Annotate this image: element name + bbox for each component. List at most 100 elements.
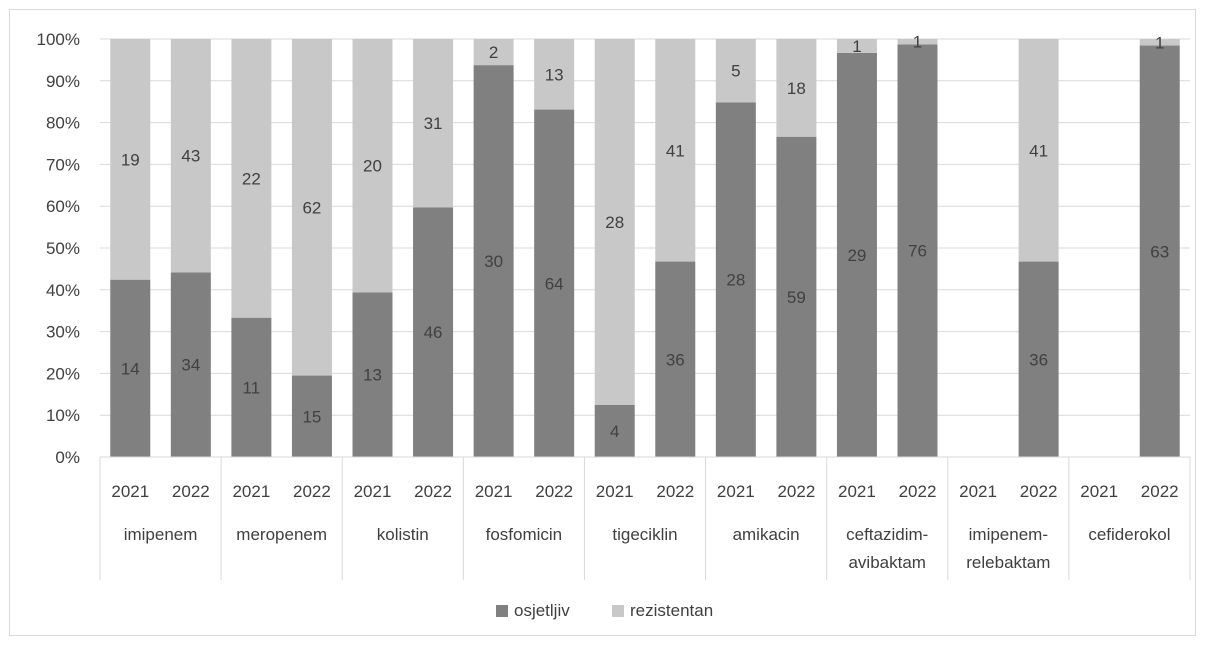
- bar-osjetljiv: [473, 65, 514, 457]
- x-group-label: ceftazidim-: [846, 525, 928, 544]
- data-label-osjetljiv: 64: [545, 274, 564, 293]
- bar-rezistentan: [594, 39, 635, 405]
- bar-rezistentan: [110, 39, 151, 280]
- x-group-label: tigeciklin: [612, 525, 677, 544]
- x-year-label: 2022: [656, 482, 694, 501]
- data-label-rezistentan: 13: [545, 65, 564, 84]
- x-year-label: 2022: [777, 482, 815, 501]
- data-label-osjetljiv: 63: [1150, 242, 1169, 261]
- data-label-osjetljiv: 14: [121, 359, 140, 378]
- data-label-osjetljiv: 11: [243, 378, 261, 397]
- bar-rezistentan: [473, 39, 514, 66]
- bar-osjetljiv: [776, 136, 817, 457]
- bar-rezistentan: [776, 39, 817, 137]
- x-year-label: 2022: [172, 482, 210, 501]
- bar-osjetljiv: [1018, 261, 1059, 457]
- x-year-label: 2021: [1080, 482, 1118, 501]
- x-group-label: fosfomicin: [486, 525, 563, 544]
- bar-osjetljiv: [655, 261, 696, 457]
- data-label-osjetljiv: 29: [847, 246, 866, 265]
- bar-osjetljiv: [836, 52, 877, 457]
- bar-osjetljiv: [352, 292, 393, 457]
- x-group-label: avibaktam: [848, 553, 925, 572]
- bar-rezistentan: [534, 39, 575, 110]
- bar-rezistentan: [231, 39, 272, 318]
- bar-rezistentan: [352, 39, 393, 293]
- x-year-label: 2022: [899, 482, 937, 501]
- data-label-osjetljiv: 36: [1029, 350, 1048, 369]
- data-label-osjetljiv: 30: [484, 252, 503, 271]
- data-label-osjetljiv: 13: [363, 366, 382, 385]
- x-year-label: 2022: [1141, 482, 1179, 501]
- bar-rezistentan: [1139, 39, 1180, 46]
- x-group-label: cefiderokol: [1088, 525, 1170, 544]
- data-label-rezistentan: 1: [1155, 33, 1164, 52]
- x-year-label: 2021: [354, 482, 392, 501]
- data-label-rezistentan: 1: [913, 33, 922, 52]
- chart-border: [9, 9, 1196, 636]
- data-label-rezistentan: 41: [1029, 141, 1048, 160]
- legend-swatch-rezistentan: [612, 605, 624, 617]
- y-tick-label: 100%: [37, 30, 80, 49]
- data-label-osjetljiv: 4: [610, 422, 619, 441]
- bar-rezistentan: [1018, 39, 1059, 262]
- y-tick-label: 40%: [46, 281, 80, 300]
- data-label-rezistentan: 5: [731, 62, 740, 81]
- y-tick-label: 10%: [46, 406, 80, 425]
- data-label-rezistentan: 18: [787, 79, 806, 98]
- bar-rezistentan: [715, 39, 756, 103]
- bar-osjetljiv: [413, 207, 454, 457]
- x-year-label: 2021: [111, 482, 149, 501]
- data-label-osjetljiv: 36: [666, 350, 685, 369]
- bar-rezistentan: [413, 39, 454, 208]
- data-label-rezistentan: 28: [605, 213, 624, 232]
- y-tick-label: 70%: [46, 155, 80, 174]
- legend-label-osjetljiv: osjetljiv: [514, 601, 570, 620]
- x-year-label: 2022: [1020, 482, 1058, 501]
- x-year-label: 2021: [475, 482, 513, 501]
- x-year-label: 2022: [293, 482, 331, 501]
- data-label-rezistentan: 22: [242, 169, 261, 188]
- bar-osjetljiv: [897, 44, 938, 458]
- x-year-label: 2021: [959, 482, 997, 501]
- x-year-label: 2021: [838, 482, 876, 501]
- x-group-label: kolistin: [377, 525, 429, 544]
- data-label-osjetljiv: 34: [181, 356, 200, 375]
- y-tick-label: 0%: [55, 448, 80, 467]
- data-label-rezistentan: 19: [121, 150, 140, 169]
- data-label-osjetljiv: 28: [726, 271, 745, 290]
- data-label-rezistentan: 2: [489, 43, 498, 62]
- data-label-rezistentan: 20: [363, 157, 382, 176]
- y-tick-label: 20%: [46, 364, 80, 383]
- bar-osjetljiv: [534, 109, 575, 458]
- data-label-rezistentan: 62: [302, 198, 321, 217]
- y-tick-label: 80%: [46, 114, 80, 133]
- bar-osjetljiv: [291, 375, 332, 457]
- bar-osjetljiv: [715, 102, 756, 457]
- bar-osjetljiv: [594, 404, 635, 457]
- data-label-rezistentan: 41: [666, 141, 685, 160]
- bar-osjetljiv: [1139, 45, 1180, 457]
- legend-label-rezistentan: rezistentan: [630, 601, 713, 620]
- data-label-osjetljiv: 76: [908, 242, 927, 261]
- x-year-label: 2021: [232, 482, 270, 501]
- y-tick-label: 50%: [46, 239, 80, 258]
- bar-rezistentan: [897, 39, 938, 45]
- data-label-rezistentan: 43: [181, 147, 200, 166]
- legend-swatch-osjetljiv: [496, 605, 508, 617]
- x-group-label: amikacin: [733, 525, 800, 544]
- x-group-label: imipenem: [124, 525, 198, 544]
- x-year-label: 2021: [717, 482, 755, 501]
- data-label-osjetljiv: 46: [424, 323, 443, 342]
- x-group-label: relebaktam: [966, 553, 1050, 572]
- x-year-label: 2022: [414, 482, 452, 501]
- x-year-label: 2021: [596, 482, 634, 501]
- bar-osjetljiv: [231, 317, 272, 457]
- data-label-rezistentan: 1: [852, 37, 861, 56]
- bar-rezistentan: [655, 39, 696, 262]
- data-label-osjetljiv: 59: [787, 288, 806, 307]
- bar-rezistentan: [291, 39, 332, 376]
- x-year-label: 2022: [535, 482, 573, 501]
